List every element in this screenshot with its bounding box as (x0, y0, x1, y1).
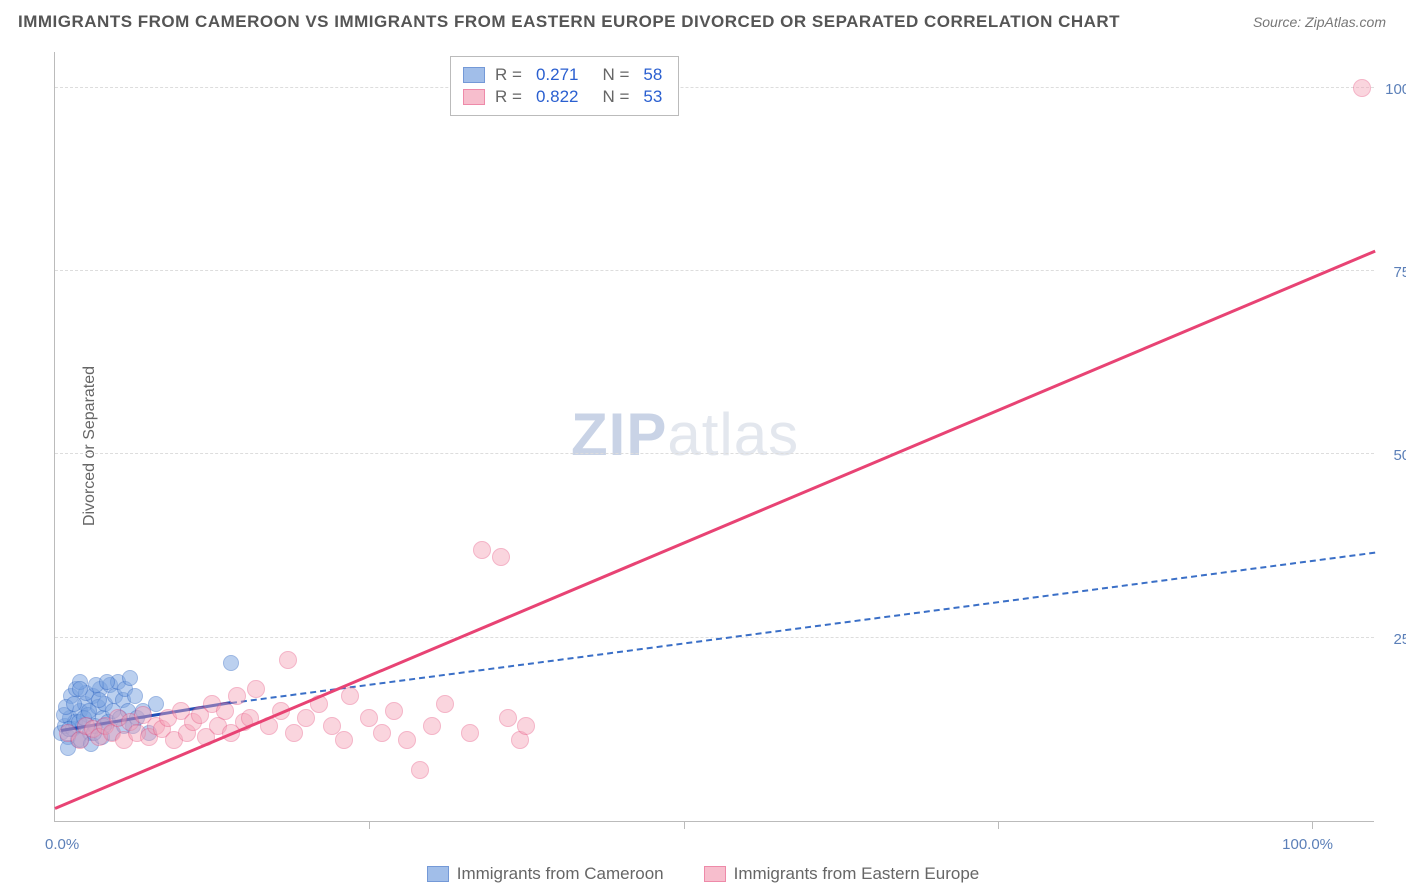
x-tick (1312, 821, 1313, 829)
legend-row-eastern_europe: R = 0.822 N = 53 (463, 87, 666, 107)
chart-title: IMMIGRANTS FROM CAMEROON VS IMMIGRANTS F… (18, 12, 1120, 32)
scatter-point-eastern_europe (341, 687, 359, 705)
legend-swatch (704, 866, 726, 882)
scatter-plot-area: ZIPatlas 25.0%50.0%75.0%100.0%0.0%100.0% (54, 52, 1374, 822)
scatter-point-eastern_europe (247, 680, 265, 698)
r-value: 0.822 (536, 87, 579, 107)
legend-swatch (463, 89, 485, 105)
scatter-point-eastern_europe (385, 702, 403, 720)
y-tick-label: 25.0% (1393, 631, 1406, 648)
gridline (55, 453, 1374, 454)
scatter-point-cameroon (122, 670, 138, 686)
x-tick-label: 100.0% (1282, 836, 1333, 853)
scatter-point-eastern_europe (373, 724, 391, 742)
scatter-point-cameroon (223, 655, 239, 671)
series-legend: Immigrants from Cameroon Immigrants from … (0, 864, 1406, 884)
legend-item: Immigrants from Cameroon (427, 864, 664, 884)
legend-item: Immigrants from Eastern Europe (704, 864, 980, 884)
scatter-point-eastern_europe (297, 709, 315, 727)
correlation-legend-box: R = 0.271 N = 58 R = 0.822 N = 53 (450, 56, 679, 116)
scatter-point-eastern_europe (216, 702, 234, 720)
scatter-point-eastern_europe (323, 717, 341, 735)
scatter-point-cameroon (91, 692, 107, 708)
scatter-point-eastern_europe (492, 548, 510, 566)
r-label: R = (495, 87, 522, 107)
scatter-point-eastern_europe (517, 717, 535, 735)
scatter-point-eastern_europe (461, 724, 479, 742)
scatter-point-eastern_europe (411, 761, 429, 779)
scatter-point-cameroon (127, 688, 143, 704)
scatter-point-cameroon (66, 696, 82, 712)
legend-swatch (427, 866, 449, 882)
n-value: 58 (643, 65, 662, 85)
scatter-point-eastern_europe (499, 709, 517, 727)
scatter-point-eastern_europe (473, 541, 491, 559)
y-tick-label: 75.0% (1393, 264, 1406, 281)
trend-line (54, 250, 1375, 810)
scatter-point-eastern_europe (285, 724, 303, 742)
watermark-zip: ZIP (571, 401, 667, 468)
x-tick-label: 0.0% (45, 836, 79, 853)
source-prefix: Source: (1253, 14, 1305, 30)
legend-swatch (463, 67, 485, 83)
legend-item-label: Immigrants from Cameroon (457, 864, 664, 884)
source-name: ZipAtlas.com (1305, 14, 1386, 30)
x-tick (369, 821, 370, 829)
y-tick-label: 50.0% (1393, 447, 1406, 464)
scatter-point-eastern_europe (436, 695, 454, 713)
r-label: R = (495, 65, 522, 85)
trend-line (231, 551, 1375, 703)
x-tick (684, 821, 685, 829)
scatter-point-cameroon (72, 681, 88, 697)
scatter-point-eastern_europe (1353, 79, 1371, 97)
legend-row-cameroon: R = 0.271 N = 58 (463, 65, 666, 85)
x-tick (998, 821, 999, 829)
scatter-point-eastern_europe (335, 731, 353, 749)
y-tick-label: 100.0% (1385, 81, 1406, 98)
n-label: N = (602, 65, 629, 85)
scatter-point-eastern_europe (423, 717, 441, 735)
watermark-atlas: atlas (667, 401, 799, 468)
r-value: 0.271 (536, 65, 579, 85)
watermark: ZIPatlas (571, 400, 799, 469)
scatter-point-eastern_europe (398, 731, 416, 749)
scatter-point-eastern_europe (279, 651, 297, 669)
scatter-point-cameroon (99, 674, 115, 690)
scatter-point-eastern_europe (228, 687, 246, 705)
gridline (55, 270, 1374, 271)
n-value: 53 (643, 87, 662, 107)
gridline (55, 87, 1374, 88)
scatter-point-eastern_europe (360, 709, 378, 727)
n-label: N = (602, 87, 629, 107)
source-attribution: Source: ZipAtlas.com (1253, 14, 1386, 30)
legend-item-label: Immigrants from Eastern Europe (734, 864, 980, 884)
